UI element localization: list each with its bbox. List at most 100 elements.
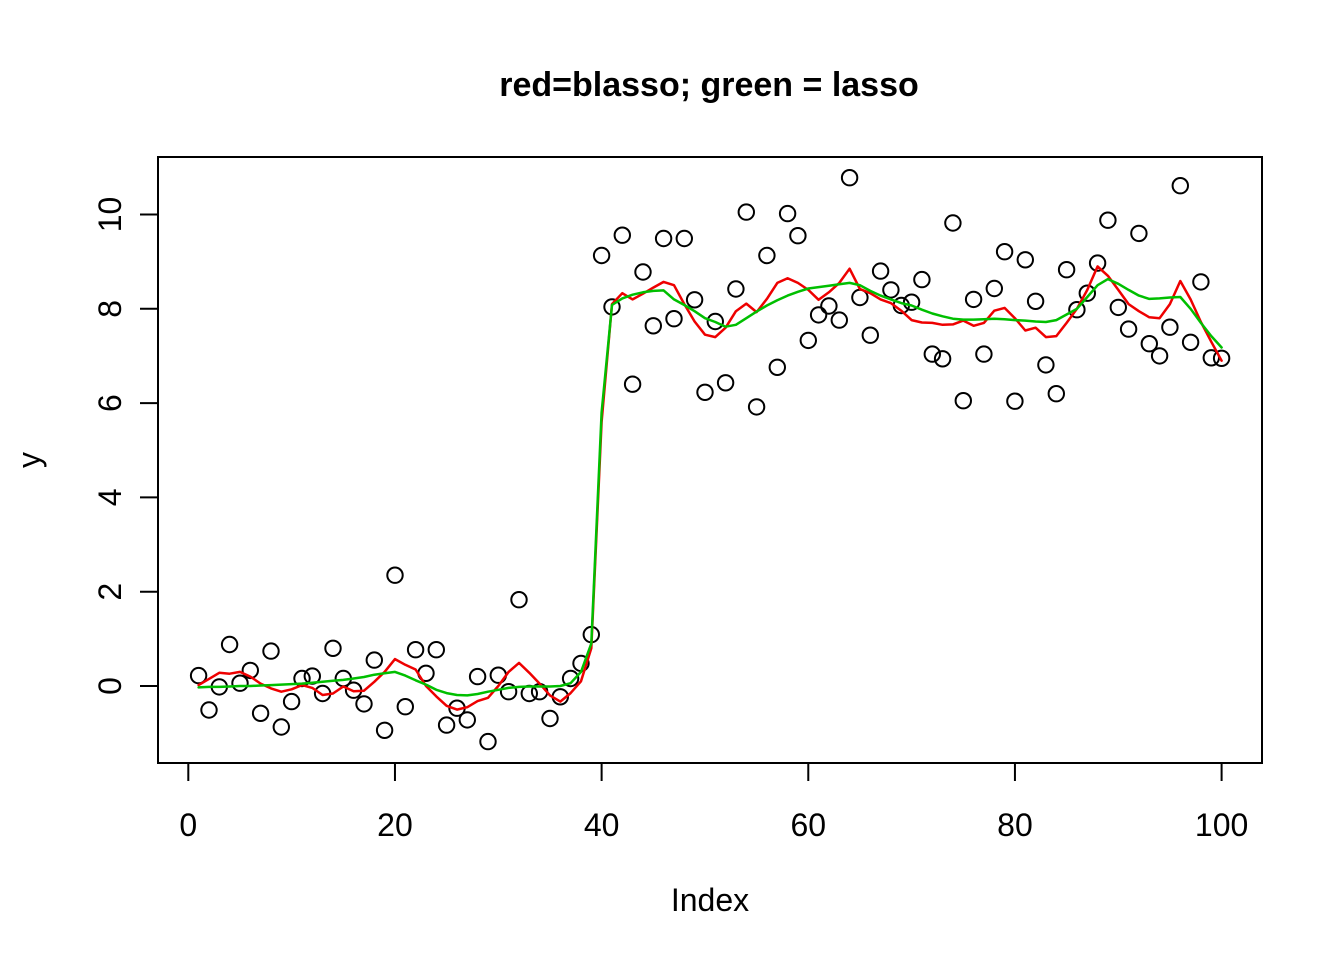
data-point bbox=[231, 674, 249, 692]
y-tick-label: 10 bbox=[92, 197, 128, 233]
x-tick-label: 0 bbox=[179, 807, 197, 843]
data-point bbox=[1140, 335, 1159, 353]
data-point bbox=[1130, 224, 1148, 243]
data-point bbox=[944, 214, 962, 232]
data-point bbox=[1212, 349, 1231, 367]
data-point bbox=[1026, 292, 1045, 310]
data-point bbox=[1109, 298, 1128, 317]
data-point bbox=[799, 331, 817, 350]
data-point bbox=[1006, 392, 1024, 410]
data-point bbox=[1181, 333, 1200, 351]
x-tick-label: 100 bbox=[1195, 807, 1248, 843]
data-point bbox=[789, 227, 807, 245]
data-point bbox=[1016, 251, 1035, 269]
x-axis-ticks: 0 20 40 60 80 100 bbox=[179, 763, 1248, 843]
data-point bbox=[592, 246, 611, 265]
data-point bbox=[758, 246, 776, 265]
data-point bbox=[1088, 254, 1107, 272]
data-point bbox=[840, 169, 859, 187]
data-point bbox=[1057, 261, 1076, 279]
data-point bbox=[251, 704, 270, 722]
data-point bbox=[396, 698, 414, 716]
data-point bbox=[820, 297, 838, 315]
data-point bbox=[1047, 385, 1066, 403]
data-point bbox=[737, 203, 755, 221]
data-point bbox=[200, 701, 218, 719]
y-axis-ticks: 0 2 4 6 8 10 bbox=[92, 197, 158, 695]
data-point bbox=[365, 651, 383, 669]
data-point bbox=[561, 669, 580, 688]
data-point bbox=[716, 374, 735, 392]
data-point bbox=[541, 709, 559, 728]
data-point bbox=[644, 317, 662, 335]
data-point bbox=[685, 291, 704, 309]
data-point bbox=[1099, 211, 1117, 229]
data-point bbox=[933, 350, 952, 368]
x-tick-label: 60 bbox=[790, 807, 826, 843]
y-tick-label: 8 bbox=[92, 300, 128, 318]
data-point bbox=[902, 293, 921, 311]
x-axis-label: Index bbox=[671, 882, 749, 918]
data-point bbox=[613, 226, 631, 244]
x-tick-label: 40 bbox=[584, 807, 620, 843]
data-point bbox=[324, 639, 342, 657]
data-point bbox=[272, 718, 290, 736]
data-point bbox=[913, 270, 931, 289]
data-point bbox=[696, 383, 714, 401]
data-point bbox=[654, 229, 673, 248]
data-point bbox=[1150, 347, 1169, 365]
blasso-line bbox=[197, 265, 1223, 711]
y-axis-label: y bbox=[11, 452, 47, 468]
data-point bbox=[861, 326, 879, 344]
data-point bbox=[809, 306, 828, 324]
data-point bbox=[871, 262, 890, 280]
y-tick-label: 2 bbox=[92, 583, 128, 601]
y-tick-label: 0 bbox=[92, 677, 128, 695]
fit-lines bbox=[197, 265, 1223, 711]
data-point bbox=[262, 642, 280, 660]
data-point bbox=[675, 229, 693, 248]
y-tick-label: 6 bbox=[92, 394, 128, 412]
data-point bbox=[427, 641, 445, 659]
data-point bbox=[985, 279, 1003, 298]
scatter-points bbox=[189, 169, 1231, 751]
data-point bbox=[1037, 356, 1055, 374]
data-point bbox=[375, 721, 394, 739]
data-point bbox=[437, 716, 456, 734]
data-point bbox=[768, 358, 786, 376]
data-point bbox=[727, 280, 745, 298]
data-point bbox=[778, 204, 797, 223]
data-point bbox=[634, 263, 652, 281]
lasso-line bbox=[197, 277, 1223, 697]
x-tick-label: 20 bbox=[377, 807, 413, 843]
data-point bbox=[468, 667, 487, 686]
data-point bbox=[923, 345, 941, 363]
data-point bbox=[406, 641, 425, 659]
data-point bbox=[220, 635, 239, 654]
data-point bbox=[386, 566, 404, 584]
data-point bbox=[1119, 320, 1138, 338]
data-point bbox=[282, 692, 301, 711]
y-tick-label: 4 bbox=[92, 489, 128, 507]
data-point bbox=[1078, 284, 1097, 302]
data-point bbox=[1068, 301, 1086, 319]
plot-frame bbox=[157, 156, 1263, 764]
data-point bbox=[189, 666, 208, 685]
data-point bbox=[479, 732, 497, 751]
data-point bbox=[964, 290, 983, 309]
data-point bbox=[510, 591, 528, 609]
data-point bbox=[706, 312, 724, 331]
data-point bbox=[1192, 273, 1210, 291]
data-point bbox=[1161, 318, 1179, 336]
data-point bbox=[747, 398, 766, 416]
data-point bbox=[830, 311, 848, 329]
data-point bbox=[665, 310, 683, 328]
data-point bbox=[975, 345, 993, 363]
x-tick-label: 80 bbox=[997, 807, 1033, 843]
data-point bbox=[458, 711, 476, 729]
data-point bbox=[995, 243, 1014, 261]
data-point bbox=[954, 392, 972, 410]
data-point bbox=[882, 281, 900, 299]
